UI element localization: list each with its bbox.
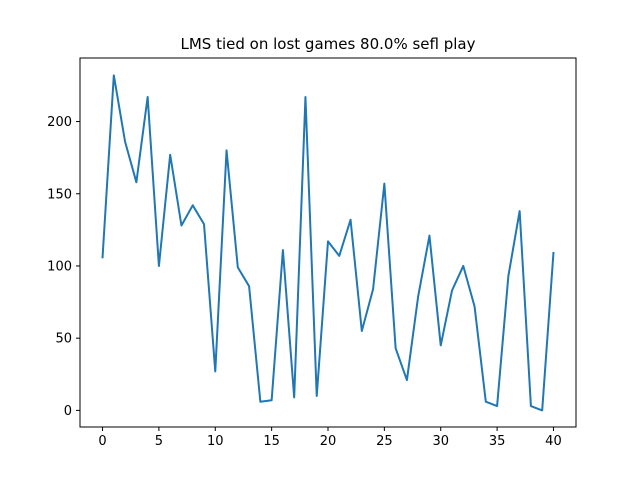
x-tick-label: 20 [320, 434, 337, 449]
y-tick-label: 100 [47, 259, 72, 274]
chart-title: LMS tied on lost games 80.0% sefl play [181, 35, 476, 53]
x-tick-label: 15 [263, 434, 280, 449]
x-tick-label: 25 [376, 434, 393, 449]
plot-area: 0 5 10 15 20 25 30 35 40 0 50 100 150 200 [47, 57, 577, 449]
x-tick-label: 0 [98, 434, 106, 449]
x-tick-label: 35 [489, 434, 506, 449]
x-tick-label: 10 [207, 434, 224, 449]
y-tick-label: 50 [55, 332, 72, 347]
y-tick-label: 150 [47, 187, 72, 202]
y-tick-label: 200 [47, 115, 72, 130]
series-line-0 [101, 74, 555, 412]
x-tick-label: 5 [155, 434, 163, 449]
x-tick-label: 40 [545, 434, 562, 449]
x-tick-label: 30 [432, 434, 449, 449]
y-tick-label: 0 [64, 404, 72, 419]
